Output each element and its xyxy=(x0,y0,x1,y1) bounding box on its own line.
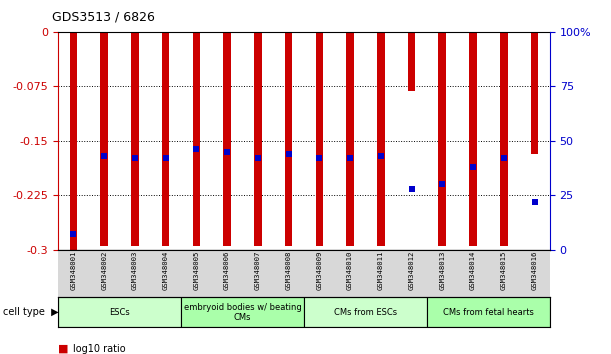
Bar xyxy=(377,32,385,246)
Text: GSM348011: GSM348011 xyxy=(378,251,384,290)
Bar xyxy=(223,32,231,246)
Text: GSM348014: GSM348014 xyxy=(470,251,476,290)
Text: ESCs: ESCs xyxy=(109,308,130,317)
Text: GSM348008: GSM348008 xyxy=(285,251,291,290)
Text: GSM348007: GSM348007 xyxy=(255,251,261,290)
Bar xyxy=(100,32,108,246)
Text: GSM348003: GSM348003 xyxy=(132,251,138,290)
Bar xyxy=(427,297,550,327)
Text: embryoid bodies w/ beating
CMs: embryoid bodies w/ beating CMs xyxy=(184,303,301,322)
Text: log10 ratio: log10 ratio xyxy=(73,344,126,354)
Bar xyxy=(181,297,304,327)
Bar xyxy=(346,32,354,246)
Text: GSM348001: GSM348001 xyxy=(70,251,76,290)
Bar xyxy=(315,32,323,246)
Bar xyxy=(285,32,293,246)
Text: GSM348004: GSM348004 xyxy=(163,251,169,290)
Bar xyxy=(304,297,427,327)
Text: GSM348002: GSM348002 xyxy=(101,251,107,290)
Bar xyxy=(192,32,200,246)
Bar xyxy=(162,32,169,246)
Text: GSM348012: GSM348012 xyxy=(409,251,415,290)
Bar xyxy=(408,32,415,91)
Text: GSM348013: GSM348013 xyxy=(439,251,445,290)
Text: GSM348016: GSM348016 xyxy=(532,251,538,290)
Text: GSM348015: GSM348015 xyxy=(501,251,507,290)
Text: GSM348009: GSM348009 xyxy=(316,251,323,290)
Bar xyxy=(58,297,181,327)
Text: GDS3513 / 6826: GDS3513 / 6826 xyxy=(52,11,155,24)
Text: CMs from ESCs: CMs from ESCs xyxy=(334,308,397,317)
Text: GSM348006: GSM348006 xyxy=(224,251,230,290)
Bar xyxy=(469,32,477,246)
Bar xyxy=(439,32,446,246)
Bar xyxy=(531,32,538,154)
Bar xyxy=(254,32,262,246)
Bar xyxy=(500,32,508,246)
Text: GSM348005: GSM348005 xyxy=(193,251,199,290)
Text: cell type  ▶: cell type ▶ xyxy=(3,307,59,318)
Text: GSM348010: GSM348010 xyxy=(347,251,353,290)
Bar xyxy=(131,32,139,246)
Text: CMs from fetal hearts: CMs from fetal hearts xyxy=(443,308,534,317)
Text: ■: ■ xyxy=(58,344,68,354)
Bar xyxy=(70,32,77,250)
